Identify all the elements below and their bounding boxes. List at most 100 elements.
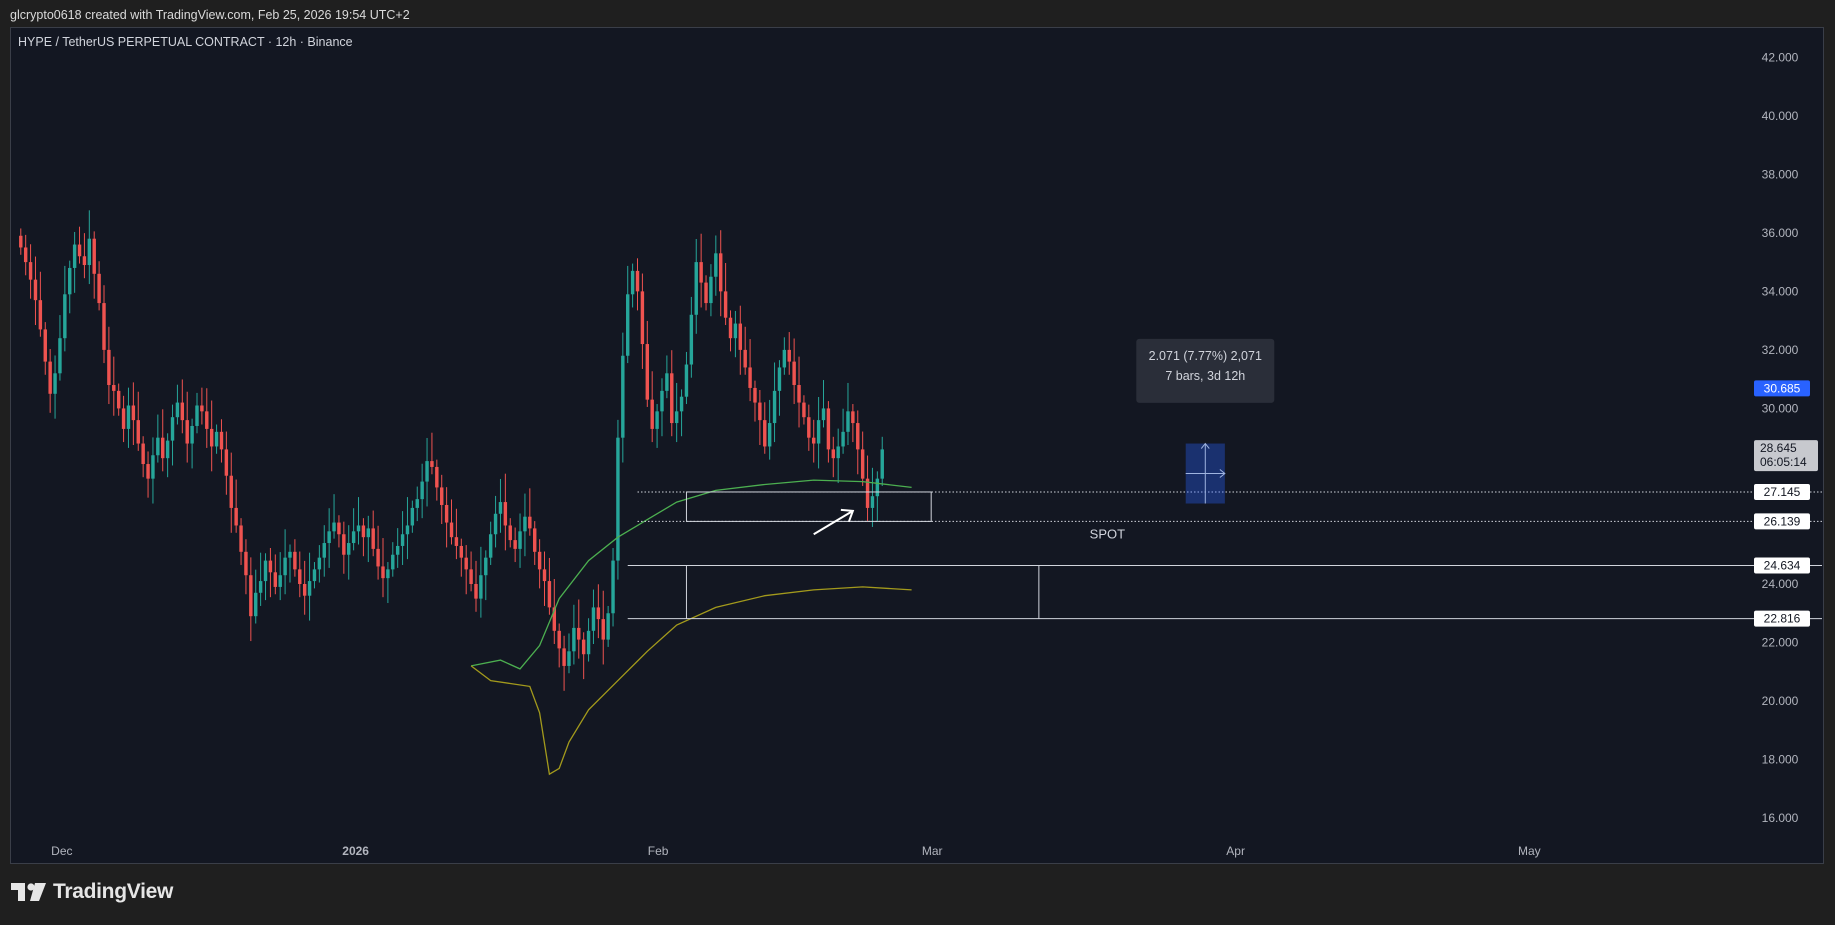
candle-body bbox=[112, 385, 116, 391]
candle-body bbox=[156, 437, 160, 456]
price-tag-label: 27.145 bbox=[1764, 485, 1801, 499]
candle-body bbox=[170, 417, 175, 441]
candle-body bbox=[831, 449, 836, 459]
candle-body bbox=[224, 449, 229, 476]
candle-body bbox=[121, 408, 126, 429]
candle-body bbox=[205, 411, 209, 429]
candle-body bbox=[812, 437, 816, 444]
candle-body bbox=[836, 446, 840, 459]
candle-body bbox=[807, 417, 811, 438]
y-axis-tick-label: 38.000 bbox=[1762, 167, 1799, 181]
y-axis-tick-label: 32.000 bbox=[1762, 343, 1799, 357]
candle-body bbox=[601, 619, 605, 640]
candle-body bbox=[327, 531, 331, 544]
y-axis-tick-label: 36.000 bbox=[1762, 226, 1799, 240]
candle-body bbox=[488, 534, 493, 558]
candle-body bbox=[841, 431, 845, 447]
candle-body bbox=[258, 581, 263, 593]
candle-body bbox=[293, 551, 297, 570]
brand-name: TradingView bbox=[53, 880, 174, 903]
candle-body bbox=[660, 390, 664, 412]
candle-body bbox=[758, 402, 762, 421]
candle-body bbox=[200, 405, 204, 412]
y-axis-tick-label: 30.000 bbox=[1762, 401, 1799, 415]
candle-body bbox=[523, 516, 527, 532]
candle-body bbox=[802, 402, 806, 418]
candle-body bbox=[650, 399, 654, 429]
tradingview-logo[interactable]: TradingView bbox=[11, 880, 173, 904]
candle-body bbox=[229, 475, 233, 508]
candle-body bbox=[733, 323, 738, 339]
y-axis-tick-label: 24.000 bbox=[1762, 577, 1799, 591]
candle-body bbox=[518, 531, 522, 549]
price-tag-label: 22.816 bbox=[1764, 612, 1801, 626]
x-axis-tick-label: Feb bbox=[648, 844, 669, 858]
moving-average-green-line bbox=[470, 479, 912, 670]
x-axis-tick-label: Mar bbox=[922, 844, 943, 858]
x-axis-tick-label: Dec bbox=[51, 844, 72, 858]
candle-body bbox=[347, 543, 351, 555]
candle-body bbox=[356, 525, 361, 532]
y-axis-tick-label: 42.000 bbox=[1762, 50, 1799, 64]
candle-body bbox=[273, 572, 278, 587]
candle-body bbox=[107, 349, 111, 386]
candle-body bbox=[738, 323, 743, 350]
measure-right-arrowhead bbox=[1219, 469, 1226, 478]
candle-body bbox=[28, 262, 33, 280]
candle-body bbox=[440, 487, 444, 505]
price-tag-box bbox=[1754, 483, 1810, 500]
candle-body bbox=[469, 569, 473, 584]
candle-body bbox=[371, 528, 375, 549]
candle-body bbox=[542, 569, 547, 582]
candle-body bbox=[684, 364, 689, 397]
candle-body bbox=[298, 569, 302, 584]
candle-body bbox=[606, 613, 610, 640]
candle-body bbox=[459, 545, 464, 558]
price-tag-box bbox=[1754, 610, 1810, 627]
candle-body bbox=[704, 282, 708, 304]
candle-body bbox=[361, 525, 366, 538]
candle-body bbox=[435, 466, 439, 488]
moving-average-olive-line bbox=[470, 586, 912, 776]
candle-body bbox=[386, 569, 390, 579]
candle-body bbox=[151, 455, 155, 479]
candle-body bbox=[288, 551, 292, 558]
current-price-label: 28.645 bbox=[1760, 441, 1797, 455]
measure-tooltip bbox=[1136, 338, 1275, 403]
candle-body bbox=[381, 566, 385, 579]
candle-body bbox=[865, 478, 870, 508]
candle-body bbox=[709, 276, 713, 304]
candle-body bbox=[665, 373, 669, 391]
tradingview-logo-icon bbox=[11, 883, 46, 901]
x-axis-tick-label: 2026 bbox=[342, 844, 369, 858]
candle-body bbox=[165, 440, 170, 459]
candle-body bbox=[43, 329, 47, 362]
attribution-text: glcrypto0618 created with TradingView.co… bbox=[10, 8, 410, 22]
candle-body bbox=[674, 411, 679, 424]
spot-label: SPOT bbox=[1090, 527, 1125, 542]
candle-body bbox=[694, 262, 698, 315]
candle-body bbox=[254, 592, 258, 617]
candle-body bbox=[679, 396, 684, 412]
candle-body bbox=[307, 581, 312, 596]
current-price-tag-box bbox=[1754, 440, 1818, 472]
candle-body bbox=[528, 516, 532, 529]
candle-body bbox=[826, 408, 831, 450]
candle-body bbox=[581, 639, 586, 655]
candle-body bbox=[792, 361, 796, 386]
price-tag-box bbox=[1754, 513, 1810, 530]
candle-body bbox=[655, 411, 659, 429]
arrow-head bbox=[840, 508, 855, 523]
candle-body bbox=[797, 385, 801, 403]
candle-body bbox=[621, 355, 625, 438]
candle-body bbox=[58, 338, 62, 374]
candle-body bbox=[53, 373, 57, 394]
candle-body bbox=[366, 528, 371, 538]
candle-body bbox=[141, 443, 145, 465]
chart-area[interactable] bbox=[10, 27, 1824, 864]
price-tag-box bbox=[1754, 557, 1810, 574]
candle-body bbox=[567, 651, 571, 666]
candle-body bbox=[772, 390, 777, 424]
measure-tooltip-line2: 7 bars, 3d 12h bbox=[1165, 369, 1245, 383]
